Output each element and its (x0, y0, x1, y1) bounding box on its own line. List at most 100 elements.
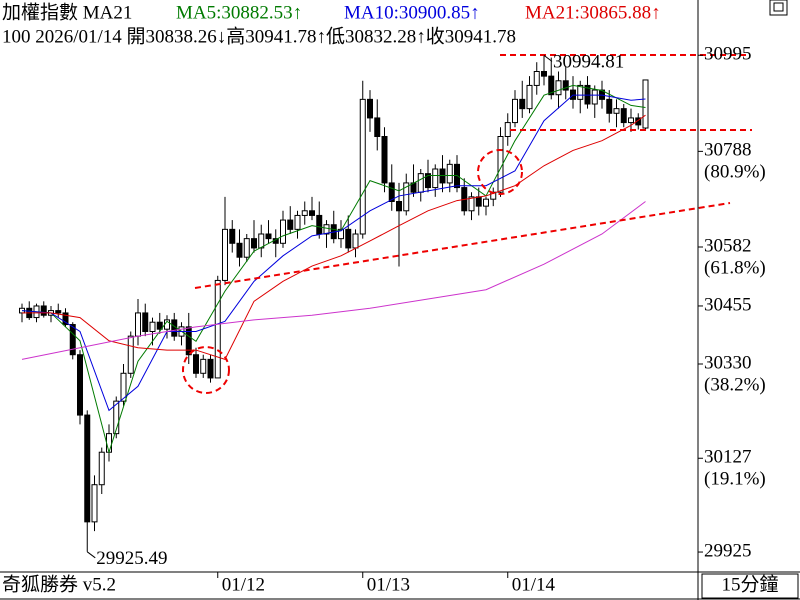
candle-body (265, 233, 272, 240)
candle-body (84, 414, 91, 523)
candle-body (69, 324, 76, 356)
candle-body (301, 210, 308, 216)
annotation-pointer (86, 551, 96, 559)
ma-line (22, 114, 646, 360)
y-tick-label: 30330 (704, 352, 752, 373)
candle-body (120, 372, 127, 402)
candle-body (381, 136, 388, 184)
candle-body (642, 79, 649, 129)
highlight-circle (182, 346, 230, 394)
candle-body (338, 228, 344, 240)
trend-line (194, 202, 731, 289)
candle-body (512, 98, 518, 124)
candle-body (156, 321, 163, 330)
candle-body (526, 84, 533, 110)
candle-body (251, 238, 257, 249)
candle-body (352, 233, 359, 249)
candle-body (91, 484, 98, 523)
y-tick-label: 30127 (704, 447, 752, 468)
candle-body (243, 238, 250, 258)
candle-body (555, 80, 562, 96)
candle-body (113, 400, 120, 435)
candle-body (446, 163, 453, 184)
candle-body (323, 224, 330, 235)
candle-body (533, 71, 540, 86)
candle-body (374, 117, 381, 138)
y-tick-label: 29925 (704, 540, 752, 561)
candle-body (40, 305, 47, 316)
candle-body (396, 201, 402, 212)
ma-line (21, 201, 646, 360)
candle-body (432, 168, 439, 189)
fib-label: (19.1%) (704, 469, 766, 490)
candle-body (294, 214, 301, 230)
candle-body (628, 117, 634, 124)
header-ma10: MA10:30900.85↑ (344, 2, 480, 23)
annotation-pointer (543, 54, 553, 62)
y-tick-label: 30788 (704, 140, 752, 161)
period-label: 15分鐘 (721, 573, 778, 595)
window-button[interactable] (769, 0, 788, 16)
candle-body (541, 71, 547, 77)
candle-body (135, 312, 141, 337)
header-name: 加權指數 MA21 (2, 1, 132, 23)
fib-label: (80.9%) (704, 162, 766, 183)
candle-body (577, 84, 584, 100)
candle-body (127, 335, 134, 374)
candle-body (403, 182, 410, 212)
candle-body (77, 354, 83, 416)
candle-body (562, 80, 569, 91)
candle-body (214, 279, 221, 379)
candle-body (229, 228, 236, 244)
candle-body (142, 312, 149, 332)
candle-body (519, 98, 526, 110)
candle-body (193, 354, 199, 374)
candle-body (258, 233, 265, 249)
candle-body (222, 228, 228, 281)
candle-body (483, 198, 489, 207)
window-icon (773, 2, 784, 12)
candle-body (591, 89, 598, 105)
y-tick-label: 30455 (704, 294, 752, 315)
y-tick-label: 30582 (704, 235, 752, 256)
x-tick-label: 01/14 (512, 574, 556, 595)
candle-body (98, 451, 105, 486)
x-tick-label: 01/13 (367, 574, 410, 595)
candle-body (106, 433, 112, 453)
period-button[interactable] (701, 573, 799, 599)
candle-body (200, 358, 207, 374)
candle-body (149, 321, 156, 333)
candle-body (367, 98, 373, 119)
candle-body (388, 182, 395, 203)
candle-body (280, 219, 286, 244)
candle-body (620, 108, 627, 124)
candle-body (287, 219, 294, 230)
candle-body (468, 196, 475, 212)
candle-body (504, 122, 511, 137)
plot-area (19, 55, 649, 552)
header-info: 100 2026/01/14 開30838.26↓高30941.78↑低3083… (2, 25, 516, 47)
candle-body (425, 173, 431, 189)
candle-body (309, 210, 315, 216)
ma-line (21, 94, 646, 412)
annotation: 30994.81 (553, 52, 624, 73)
footer-label: 奇狐勝券 v5.2 (2, 573, 116, 595)
candle-body (236, 242, 243, 258)
candle-body (62, 312, 69, 326)
candle-body (613, 108, 620, 114)
header-ma5: MA5:30882.53↑ (176, 2, 302, 23)
candle-body (55, 310, 62, 314)
candle-body (548, 75, 555, 96)
highlight-circle (477, 149, 523, 195)
candle-body (316, 214, 323, 235)
candle-body (345, 228, 352, 249)
candle-body (417, 173, 424, 193)
candle-body (475, 196, 482, 207)
fib-label: (38.2%) (704, 374, 766, 395)
candle-body (207, 358, 214, 379)
fib-label: (61.8%) (704, 257, 766, 278)
x-tick-label: 01/12 (222, 574, 265, 595)
annotation: 29925.49 (96, 548, 167, 569)
